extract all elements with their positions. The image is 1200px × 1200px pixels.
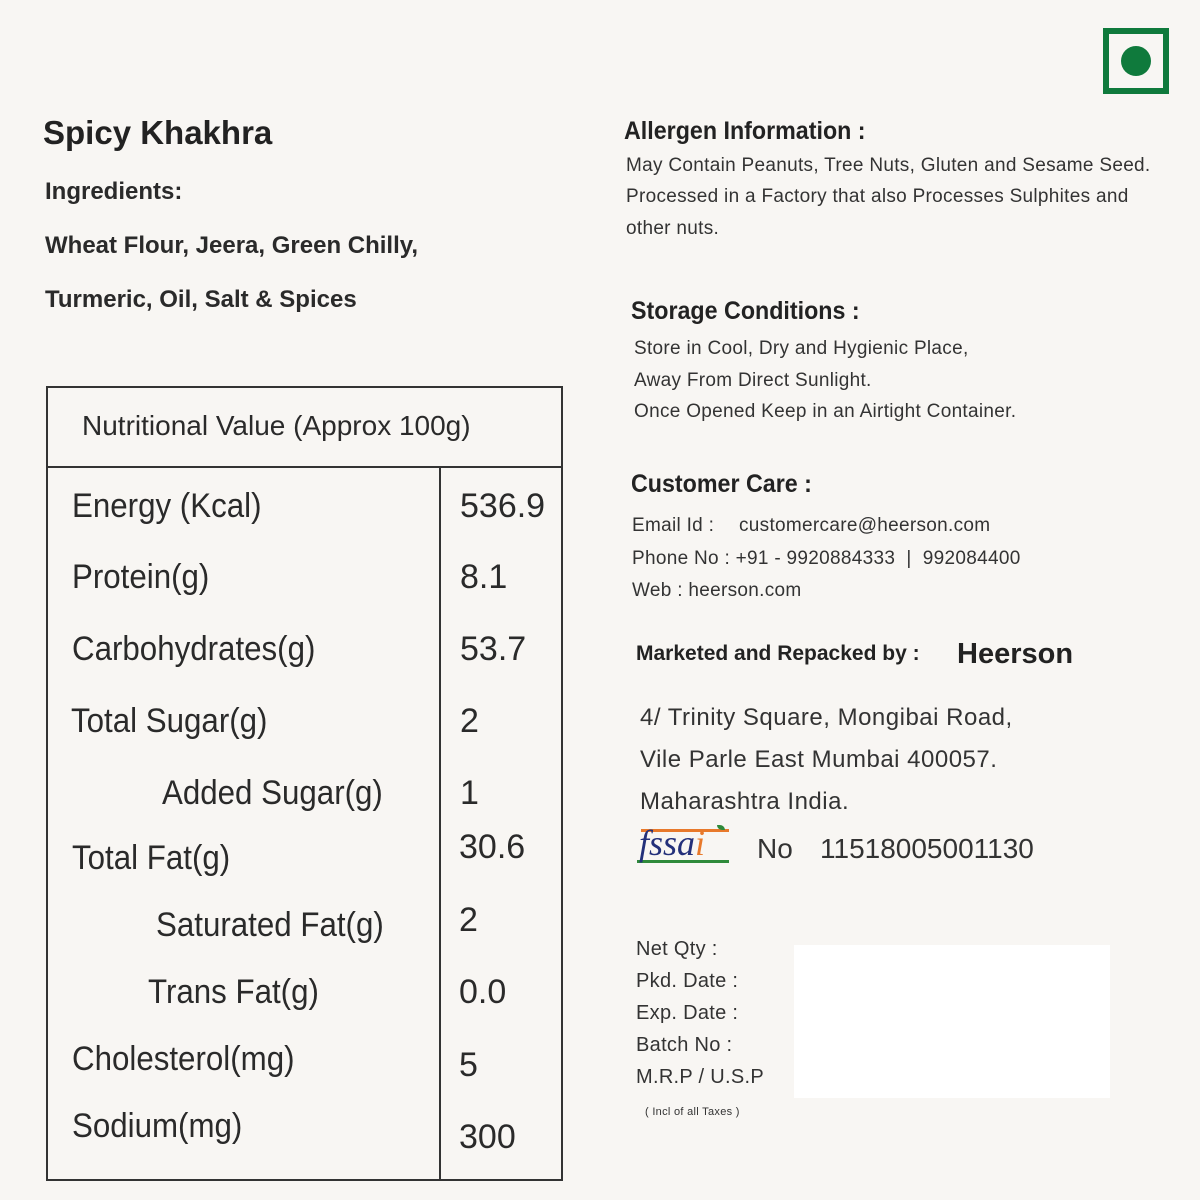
nutrient-label: Sodium(mg) [72,1107,243,1145]
batch-no-label: Batch No : [636,1034,733,1056]
nutrient-value: 8.1 [460,558,508,596]
storage-text: Away From Direct Sunlight. [634,370,872,391]
nutrient-sublabel: Added Sugar(g) [162,774,383,812]
address-line: Vile Parle East Mumbai 400057. [640,746,998,773]
allergen-text: Processed in a Factory that also Process… [626,186,1129,207]
nutrient-sublabel: Saturated Fat(g) [156,906,384,944]
storage-text: Once Opened Keep in an Airtight Containe… [634,401,1017,422]
nutrient-value: 0.0 [459,973,507,1011]
nutrition-table: Nutritional Value (Approx 100g) [46,386,563,1181]
storage-text: Store in Cool, Dry and Hygienic Place, [634,338,969,359]
marketer-label: Marketed and Repacked by : [636,642,920,665]
phone-text: Phone No : +91 - 9920884333 | 992084400 [632,548,1021,569]
veg-mark-icon [1103,28,1169,94]
customer-care-heading: Customer Care : [631,470,812,498]
nutrient-value: 300 [459,1118,516,1156]
allergen-text: other nuts. [626,218,720,239]
storage-heading: Storage Conditions : [631,297,860,325]
nutrition-table-header: Nutritional Value (Approx 100g) [48,388,561,468]
nutrient-label: Total Fat(g) [72,839,231,877]
nutrient-label: Energy (Kcal) [72,487,262,525]
nutrient-label: Protein(g) [72,558,210,596]
brand-name: Heerson [957,638,1074,670]
fssai-no-label: No [757,833,793,864]
ingredients-line: Wheat Flour, Jeera, Green Chilly, [45,232,418,259]
exp-date-label: Exp. Date : [636,1002,739,1024]
fssai-logo: fssai [637,825,731,865]
pkd-date-label: Pkd. Date : [636,970,739,992]
net-qty-label: Net Qty : [636,938,718,960]
nutrient-sublabel: Trans Fat(g) [148,973,319,1011]
email-label: Email Id : [632,515,715,536]
ingredients-line: Turmeric, Oil, Salt & Spices [45,286,357,313]
nutrient-value: 30.6 [459,828,526,866]
tax-note: ( Incl of all Taxes ) [645,1106,740,1118]
nutrient-label: Cholesterol(mg) [72,1040,295,1078]
print-area [794,945,1110,1098]
nutrient-value: 2 [459,901,478,939]
nutrient-label: Carbohydrates(g) [72,630,316,668]
nutrient-value: 2 [460,702,479,740]
nutrient-value: 5 [459,1046,478,1084]
fssai-number: 11518005001130 [820,833,1034,864]
mrp-label: M.R.P / U.S.P [636,1066,765,1088]
web-text: Web : heerson.com [632,580,802,601]
nutrient-value: 536.9 [460,487,546,525]
nutrient-value: 53.7 [460,630,527,668]
ingredients-heading: Ingredients: [45,178,183,205]
nutrition-heading: Nutritional Value (Approx 100g) [82,410,471,441]
allergen-heading: Allergen Information : [624,117,866,145]
address-line: Maharashtra India. [640,788,850,815]
product-name: Spicy Khakhra [43,114,273,151]
allergen-text: May Contain Peanuts, Tree Nuts, Gluten a… [626,155,1151,176]
nutrient-value: 1 [460,774,479,812]
address-line: 4/ Trinity Square, Mongibai Road, [640,704,1013,731]
email-link[interactable]: customercare@heerson.com [739,515,991,536]
nutrient-label: Total Sugar(g) [71,702,268,740]
column-divider [439,467,441,1179]
